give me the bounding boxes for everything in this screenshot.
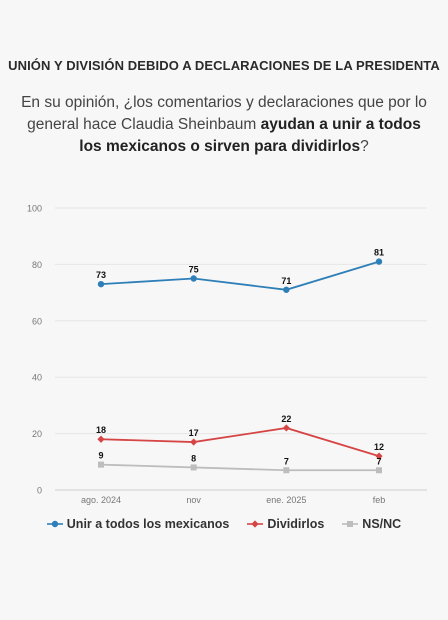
data-point <box>98 461 104 468</box>
legend-swatch <box>247 520 264 528</box>
chart-title: UNIÓN Y DIVISIÓN DEBIDO A DECLARACIONES … <box>8 58 440 73</box>
data-point <box>375 258 383 265</box>
legend-item: NS/NC <box>342 517 401 531</box>
y-tick-label: 60 <box>32 316 42 326</box>
y-axis: 0 20 40 60 80 100 <box>27 204 42 496</box>
series-line <box>100 427 380 458</box>
data-label: 7 <box>284 456 289 466</box>
subtitle-suffix: ? <box>360 138 369 155</box>
data-label: 81 <box>374 248 384 258</box>
subtitle-bold: ayudan a unir a todos los mexicanos o si… <box>79 116 421 155</box>
y-tick-label: 0 <box>37 486 42 496</box>
data-point <box>375 452 383 460</box>
series-line <box>100 260 380 291</box>
data-point <box>190 275 197 282</box>
y-tick-label: 100 <box>27 204 42 214</box>
x-tick-label: nov <box>186 495 201 505</box>
subtitle-prefix: En su opinión, ¿los comentarios y declar… <box>21 94 427 133</box>
legend-label: NS/NC <box>362 517 402 531</box>
data-label: 12 <box>374 442 384 452</box>
data-point <box>97 435 105 443</box>
legend: Unir a todos los mexicanos Dividirlos NS/N… <box>0 517 448 531</box>
data-label: 22 <box>281 414 291 424</box>
x-axis: ago. 2024 nov ene. 2025 feb <box>81 495 385 505</box>
data-label: 75 <box>189 265 199 275</box>
x-tick-label: feb <box>373 495 386 505</box>
legend-swatch <box>46 520 63 528</box>
legend-marker <box>51 520 58 528</box>
series-group: 73 75 71 81 18 17 22 12 9 8 7 7 <box>96 248 384 474</box>
legend-label: Dividirlos <box>267 517 325 531</box>
data-point <box>282 424 290 432</box>
legend-item: Dividirlos <box>247 517 324 531</box>
data-point <box>283 467 290 474</box>
legend-item: Unir a todos los mexicanos <box>46 517 230 531</box>
series-0: 73 75 71 81 <box>96 248 384 293</box>
data-point <box>190 464 197 471</box>
x-tick-label: ago. 2024 <box>81 495 121 505</box>
data-point <box>283 286 290 293</box>
y-tick-label: 80 <box>32 260 42 270</box>
series-line <box>100 463 379 472</box>
data-label: 73 <box>96 270 106 280</box>
data-label: 8 <box>191 453 196 463</box>
legend-marker <box>347 521 354 527</box>
y-tick-label: 20 <box>32 429 42 439</box>
data-label: 7 <box>376 456 381 466</box>
data-label: 71 <box>281 276 291 286</box>
data-point <box>190 438 198 446</box>
data-label: 9 <box>98 451 103 461</box>
series-2: 9 8 7 7 <box>98 451 382 474</box>
data-label: 18 <box>96 425 106 435</box>
data-point <box>376 467 382 474</box>
data-point <box>97 280 105 288</box>
chart-subtitle: En su opinión, ¿los comentarios y declar… <box>14 92 434 158</box>
legend-swatch <box>342 521 359 527</box>
data-label: 17 <box>189 428 199 438</box>
legend-label: Unir a todos los mexicanos <box>66 517 230 531</box>
line-chart: 0 20 40 60 80 100 ago. 2024 nov ene. 2025 feb 73… <box>27 204 427 505</box>
y-tick-label: 40 <box>32 373 42 383</box>
legend-marker <box>251 520 259 528</box>
grid <box>55 207 427 491</box>
x-tick-label: ene. 2025 <box>266 495 306 505</box>
series-1: 18 17 22 12 <box>96 414 384 460</box>
